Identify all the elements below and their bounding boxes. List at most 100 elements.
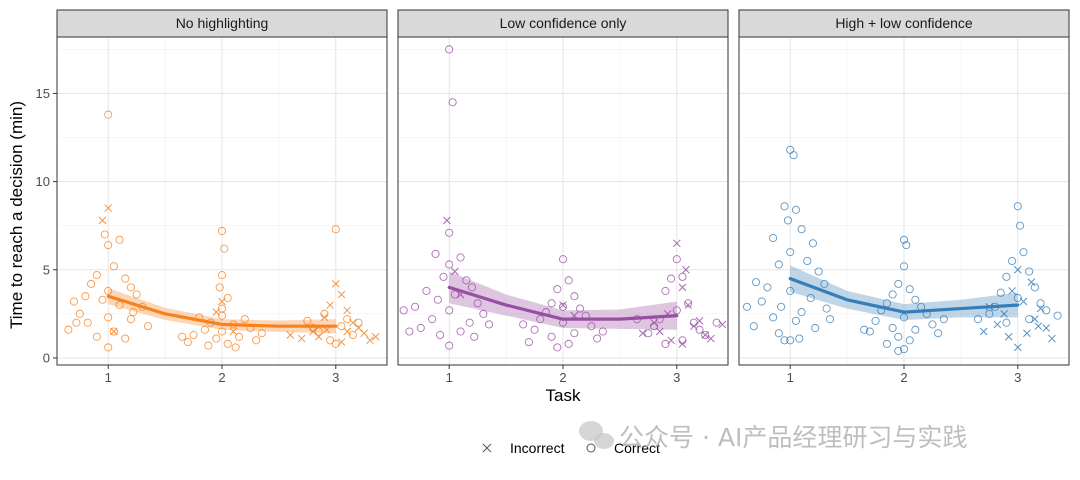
incorrect-point [559, 301, 567, 309]
correct-point [894, 346, 903, 355]
y-tick-label: 15 [36, 86, 50, 101]
y-axis-title: Time to reach a decision (min) [7, 101, 26, 329]
correct-point [985, 309, 994, 318]
correct-point [996, 288, 1005, 297]
correct-point [1025, 315, 1034, 324]
incorrect-point [993, 320, 1002, 329]
correct-point [252, 336, 261, 345]
correct-point [200, 325, 209, 334]
y-tick-label: 10 [36, 174, 50, 189]
correct-point [428, 315, 437, 324]
incorrect-point [672, 239, 681, 248]
correct-point [524, 338, 533, 347]
correct-point [888, 323, 897, 333]
x-tick-label: 3 [1014, 370, 1021, 385]
correct-point [223, 293, 232, 303]
correct-point [797, 225, 806, 234]
panels-group: No highlighting 1 2 3 0 5 10 15 Low confidence o… [36, 9, 1070, 385]
panel-strip [397, 9, 729, 38]
correct-point [231, 343, 240, 352]
incorrect-point [979, 327, 988, 336]
correct-point [92, 332, 101, 341]
correct-point [860, 325, 869, 334]
correct-point [811, 323, 820, 333]
correct-point [911, 295, 920, 304]
correct-point [104, 343, 113, 352]
correct-point [934, 329, 943, 338]
incorrect-point [326, 301, 334, 309]
correct-point [189, 330, 198, 340]
x-axis-title: Task [546, 386, 581, 405]
incorrect-point [98, 216, 107, 225]
correct-point [456, 253, 465, 262]
incorrect-point [1008, 287, 1016, 295]
correct-point [431, 249, 440, 258]
correct-point [257, 329, 266, 338]
incorrect-point [343, 306, 352, 315]
correct-point [789, 151, 798, 160]
correct-point [899, 313, 909, 322]
watermark: 公众号 · AI产品经理研习与实践 [579, 421, 967, 452]
panel-title: Low confidence only [500, 15, 627, 31]
incorrect-point [286, 331, 295, 339]
panel-strip [738, 9, 1070, 38]
correct-point [215, 283, 224, 292]
correct-point [104, 313, 113, 322]
correct-point [777, 302, 786, 311]
incorrect-point [650, 318, 658, 327]
correct-point [899, 262, 909, 271]
correct-point [467, 283, 477, 292]
correct-point [405, 327, 414, 336]
incorrect-point [718, 320, 727, 329]
incorrect-point [297, 334, 306, 343]
incorrect-point [229, 327, 238, 336]
correct-point [109, 327, 118, 336]
correct-point [104, 241, 113, 250]
correct-point [822, 304, 831, 313]
correct-point [1030, 283, 1039, 292]
correct-point [303, 316, 312, 325]
incorrect-point [1027, 278, 1036, 286]
incorrect-point [690, 322, 698, 331]
correct-point [121, 274, 130, 283]
incorrect-point [360, 329, 369, 338]
correct-point [672, 255, 681, 264]
trend-line [106, 294, 338, 328]
correct-point [939, 315, 948, 324]
correct-point [456, 327, 465, 336]
legend-correct-label: Correct [614, 440, 660, 456]
y-tick-label: 0 [43, 350, 50, 365]
correct-point [825, 315, 835, 324]
correct-point [183, 338, 192, 347]
incorrect-point [366, 336, 374, 345]
correct-point [774, 329, 783, 338]
correct-point [795, 334, 804, 343]
correct-point [70, 297, 79, 306]
confidence-band [790, 265, 1018, 321]
incorrect-point [337, 290, 346, 299]
correct-point [115, 300, 124, 310]
incorrect-point [682, 265, 690, 274]
incorrect-point [655, 327, 664, 336]
correct-point [797, 308, 806, 317]
correct-point [672, 306, 681, 315]
correct-point [1019, 248, 1028, 257]
correct-point [473, 299, 482, 308]
correct-point [786, 336, 795, 345]
correct-point [695, 325, 704, 334]
correct-point [752, 278, 761, 287]
correct-point [450, 290, 459, 299]
correct-point [479, 309, 488, 318]
correct-point [570, 329, 579, 338]
correct-point [132, 290, 141, 299]
correct-point [411, 302, 420, 311]
correct-point [553, 343, 562, 352]
correct-point [871, 316, 880, 325]
correct-point [899, 345, 909, 354]
correct-point [530, 325, 539, 334]
incorrect-point [218, 297, 226, 306]
correct-point [126, 315, 136, 324]
correct-point [894, 332, 903, 341]
correct-point [343, 315, 352, 324]
correct-point [465, 318, 474, 327]
